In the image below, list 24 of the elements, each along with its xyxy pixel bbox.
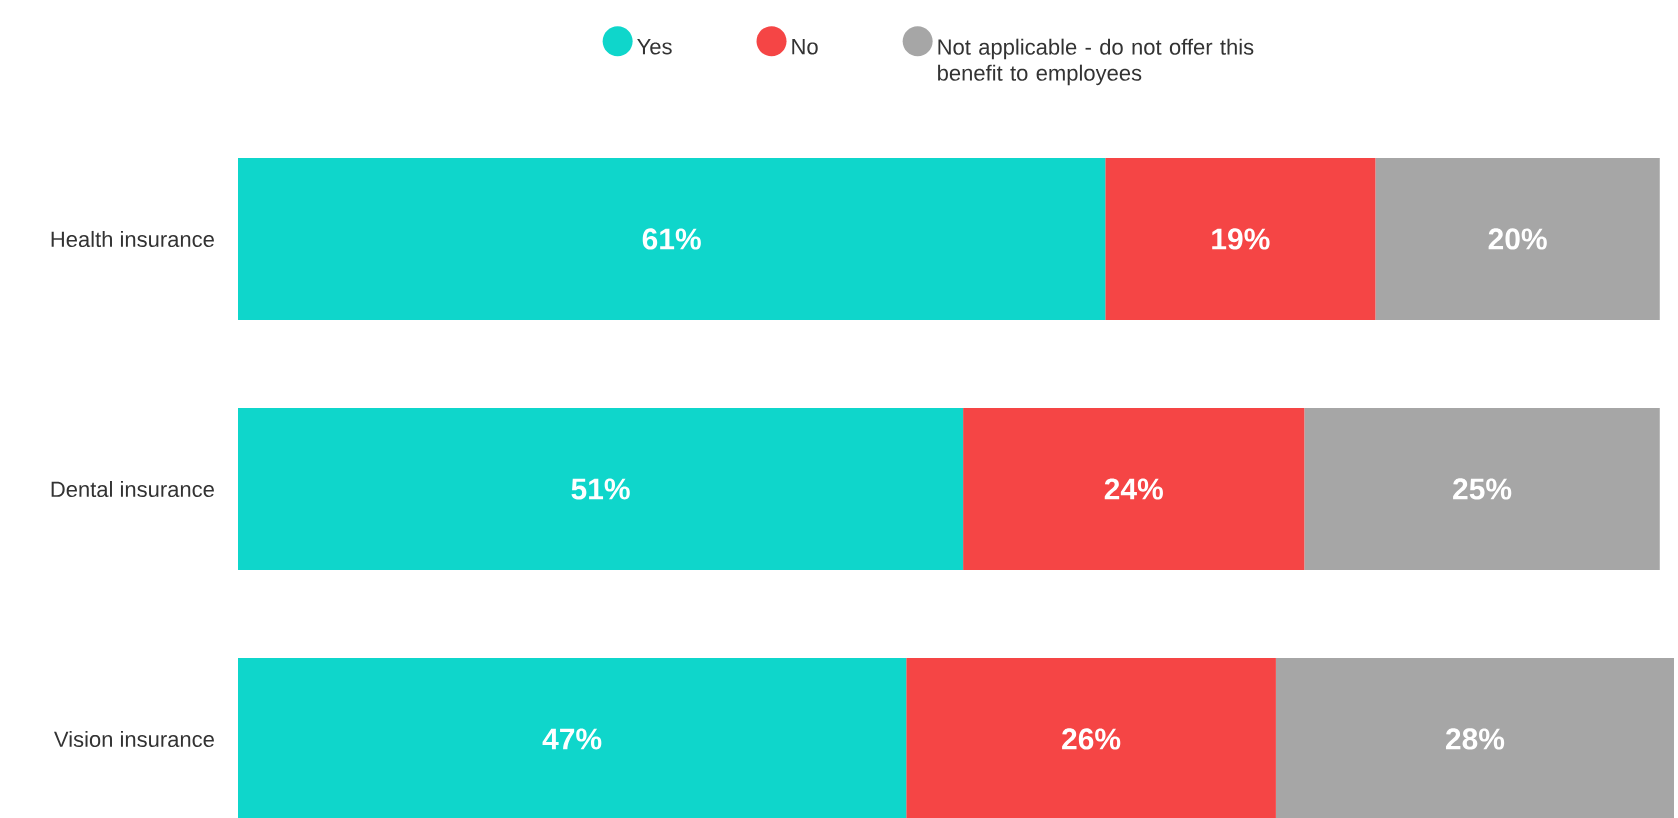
- bar: [238, 158, 1106, 320]
- legend-label: No: [792, 39, 818, 55]
- data-label: 20%: [1488, 228, 1547, 250]
- bar: [1375, 158, 1660, 320]
- bar: [1105, 158, 1376, 320]
- bar: [963, 408, 1305, 570]
- data-label: 47%: [542, 728, 602, 750]
- bar: [906, 658, 1276, 818]
- y-tick-label: Vision insurance: [54, 730, 214, 748]
- data-label: 61%: [642, 228, 701, 250]
- data-label: 28%: [1445, 728, 1505, 750]
- bar: [238, 658, 907, 818]
- data-label: 51%: [571, 478, 630, 500]
- bar: [238, 408, 964, 570]
- y-tick-label: Health insurance: [51, 230, 214, 248]
- legend-label: Not applicable - do not offer this benefit to employees: [938, 38, 1254, 86]
- bar: [1275, 658, 1674, 818]
- legend-label: Yes: [637, 39, 672, 55]
- data-label: 24%: [1104, 478, 1163, 500]
- data-label: 25%: [1453, 478, 1512, 500]
- data-label: 26%: [1062, 728, 1121, 750]
- bar: [1304, 408, 1660, 570]
- y-tick-label: Dental insurance: [51, 480, 214, 498]
- data-label: 19%: [1212, 228, 1270, 250]
